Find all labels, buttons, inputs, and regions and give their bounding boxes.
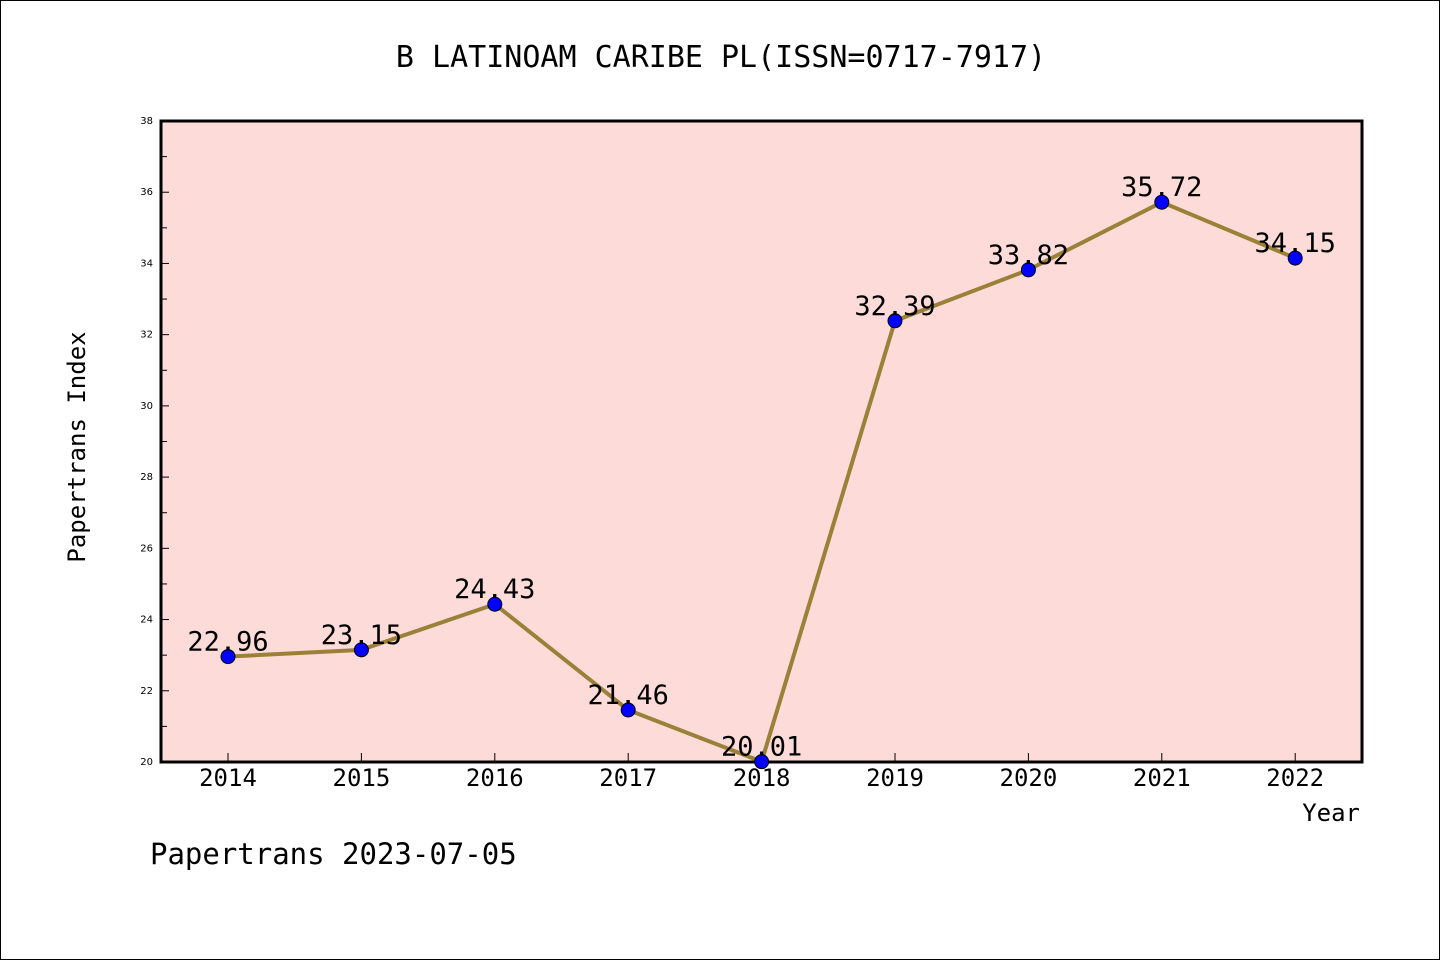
x-tick-label: 2014 <box>199 764 257 792</box>
y-tick-label: 34 <box>140 258 153 269</box>
data-point-marker <box>887 313 903 329</box>
x-tick-label: 2019 <box>866 764 924 792</box>
x-tick-label: 2017 <box>599 764 657 792</box>
y-tick-label: 38 <box>140 116 153 127</box>
data-label: 35.72 <box>1121 172 1202 203</box>
data-label: 23.15 <box>321 620 402 651</box>
y-tick-label: 20 <box>140 757 153 768</box>
data-point-marker <box>754 754 770 770</box>
y-axis-label: Papertrans Index <box>63 331 91 562</box>
footer-credit: Papertrans 2023-07-05 <box>150 837 517 871</box>
y-tick-label: 26 <box>140 543 153 554</box>
data-point-marker <box>353 642 369 658</box>
x-axis-label: Year <box>1302 799 1360 827</box>
y-tick-label: 30 <box>140 401 153 412</box>
x-axis: 2014 2015 2016 2017 2018 2019 2020 2021 2022 <box>199 753 1324 792</box>
y-tick-label: 36 <box>140 187 153 198</box>
data-label: 24.43 <box>454 574 535 605</box>
y-tick-label: 24 <box>140 615 153 626</box>
x-tick-label: 2022 <box>1266 764 1324 792</box>
y-tick-label: 22 <box>140 686 153 697</box>
y-tick-label: 32 <box>140 330 153 341</box>
data-label: 22.96 <box>187 627 268 658</box>
data-label-group: 22.96 23.15 24.43 21.46 20.01 32.39 33.82 35.72… <box>187 172 1335 762</box>
data-point-marker <box>487 596 503 612</box>
x-tick-label: 2020 <box>1000 764 1058 792</box>
data-label: 21.46 <box>588 680 669 711</box>
y-tick-label: 28 <box>140 472 153 483</box>
data-point-marker <box>1154 194 1170 210</box>
plot-area <box>159 119 1364 764</box>
x-tick-label: 2015 <box>333 764 391 792</box>
x-tick-label: 2021 <box>1133 764 1191 792</box>
data-label: 33.82 <box>988 240 1069 271</box>
data-label: 32.39 <box>854 291 935 322</box>
data-point-marker <box>1287 250 1303 266</box>
y-axis: 20 22 24 26 28 30 32 34 36 38 <box>140 116 169 768</box>
data-point-marker <box>620 702 636 718</box>
series-line-group <box>220 194 1303 770</box>
data-label: 20.01 <box>721 732 802 763</box>
x-tick-label: 2016 <box>466 764 524 792</box>
data-point-marker <box>1020 262 1036 278</box>
chart-title: B LATINOAM CARIBE PL(ISSN=0717-7917) <box>396 40 1046 75</box>
data-point-marker <box>220 649 236 665</box>
data-label: 34.15 <box>1255 228 1336 259</box>
